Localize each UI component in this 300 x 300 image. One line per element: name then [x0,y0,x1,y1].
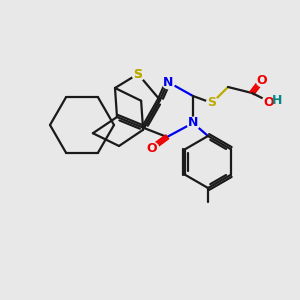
Text: N: N [188,116,198,130]
Text: O: O [147,142,157,154]
Text: H: H [272,94,282,107]
Text: S: S [134,68,142,80]
Text: N: N [163,76,173,88]
Text: S: S [208,97,217,110]
Text: O: O [257,74,267,86]
Text: S: S [134,68,142,80]
Text: O: O [264,95,274,109]
